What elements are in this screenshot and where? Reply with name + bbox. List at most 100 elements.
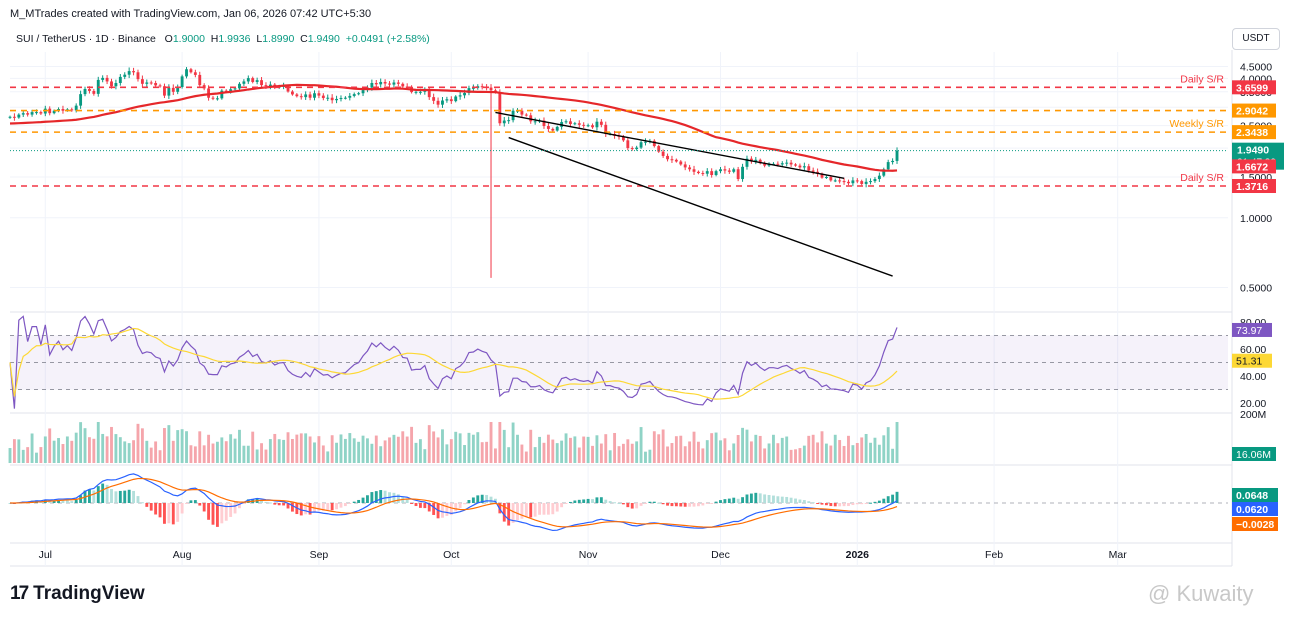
volume-bar (891, 448, 895, 463)
macd-histogram-bar (449, 503, 453, 515)
candle-body (794, 164, 797, 166)
macd-histogram-bar (794, 498, 797, 503)
volume-bar (432, 431, 436, 463)
volume-bar (520, 444, 524, 463)
macd-histogram-bar (697, 503, 700, 507)
author-line: M_MTrades created with TradingView.com, … (10, 8, 372, 20)
candle-body (348, 95, 352, 98)
volume-bar (379, 446, 383, 463)
currency-button[interactable]: USDT (1232, 28, 1280, 50)
candle-body (110, 81, 113, 87)
volume-bar (869, 442, 872, 463)
macd-histogram-bar (860, 503, 864, 505)
macd-histogram-bar (260, 499, 263, 503)
candle-body (286, 85, 290, 92)
low-value: 1.8990 (262, 33, 295, 45)
candle-body (480, 86, 484, 88)
volume-bar (273, 433, 277, 463)
candle-body (741, 166, 744, 180)
macd-histogram-bar (463, 503, 466, 505)
candle-body (644, 141, 647, 143)
candle-body (546, 126, 550, 129)
candle-body (52, 110, 56, 114)
macd-histogram-bar (546, 503, 550, 515)
volume-bar (794, 449, 797, 463)
macd-histogram-bar (776, 496, 780, 503)
candle-body (489, 87, 493, 91)
volume-bar (96, 422, 100, 463)
candle-body (524, 114, 528, 116)
volume-bar (511, 422, 515, 463)
candle-body (851, 180, 855, 184)
macd-histogram-bar (264, 501, 268, 503)
volume-bar (533, 447, 537, 463)
volume-bar (807, 435, 811, 463)
candle-body (17, 114, 21, 118)
rsi-tick-label: 20.00 (1240, 398, 1266, 410)
macd-histogram-bar (582, 499, 586, 503)
volume-bar (330, 435, 334, 463)
volume-bar (529, 429, 533, 463)
macd-histogram-bar (891, 494, 895, 503)
volume-bar (185, 431, 188, 463)
macd-histogram-bar (639, 503, 643, 506)
macd-histogram-bar (538, 503, 541, 515)
macd-histogram-bar (692, 503, 696, 507)
candle-body (661, 151, 665, 156)
symbol-name[interactable]: SUI / TetherUS · 1D · Binance (16, 33, 156, 45)
macd-histogram-bar (569, 501, 572, 503)
volume-bar (749, 441, 753, 463)
candle-body (326, 97, 330, 99)
candle-body (88, 88, 91, 91)
candle-body (8, 116, 12, 118)
volume-bar (767, 443, 771, 463)
candle-body (657, 146, 661, 152)
macd-histogram-bar (370, 492, 374, 503)
candle-body (458, 95, 462, 97)
volume-bar (582, 436, 586, 463)
channel-upper-line (495, 111, 845, 180)
candle-body (383, 81, 387, 84)
volume-bar (445, 444, 449, 463)
candle-body (551, 128, 555, 131)
volume-bar (820, 431, 824, 463)
volume-bar (189, 445, 193, 463)
candle-body (533, 121, 537, 123)
volume-bar (176, 430, 180, 463)
macd-histogram-bar (873, 501, 877, 503)
macd-histogram-bar (158, 503, 162, 518)
volume-bar (65, 436, 69, 463)
tradingview-brand[interactable]: 17 TradingView (10, 583, 145, 605)
candle-body (12, 116, 16, 118)
candle-body (891, 160, 895, 163)
volume-bar (145, 440, 149, 463)
macd-histogram-bar (511, 503, 515, 523)
macd-histogram-bar (361, 497, 365, 503)
volume-bar (12, 439, 16, 463)
price-tick-label: 4.5000 (1240, 62, 1272, 74)
macd-histogram-bar (136, 496, 140, 503)
volume-bar (833, 434, 837, 463)
candle-body (807, 166, 811, 171)
candle-body (251, 78, 255, 82)
volume-bar (586, 436, 590, 463)
macd-histogram-bar (617, 502, 621, 504)
volume-bar (123, 441, 127, 463)
candle-body (701, 173, 705, 175)
volume-bar (613, 432, 617, 463)
volume-bar (551, 439, 555, 463)
volume-bar (705, 440, 709, 463)
rsi-line (9, 315, 898, 409)
volume-bar (847, 435, 850, 463)
candle-body (176, 87, 180, 92)
candle-body (573, 123, 577, 125)
volume-bar (864, 433, 868, 463)
macd-histogram-bar (661, 503, 665, 505)
candle-body (577, 123, 581, 125)
volume-bar (458, 433, 462, 463)
price-chart[interactable]: 4.50004.00003.50003.00002.50002.00001.50… (0, 0, 1300, 575)
volume-bar (304, 433, 308, 463)
macd-histogram-bar (710, 503, 714, 504)
macd-histogram-bar (330, 503, 334, 511)
volume-bar (630, 443, 634, 463)
